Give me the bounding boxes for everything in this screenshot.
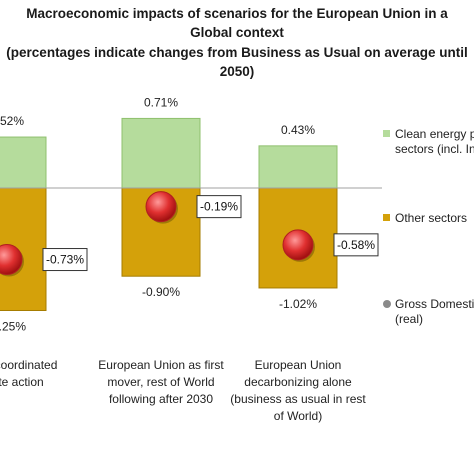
category-label: European Union [255, 358, 342, 372]
gdp-callout-label: -0.73% [46, 253, 84, 267]
chart-title-line: 2050) [220, 64, 255, 79]
legend-swatch [383, 214, 390, 221]
category-label: climate action [0, 375, 44, 389]
value-label-other-sectors: -1.25% [0, 320, 26, 334]
category-label: decarbonizing alone [244, 375, 352, 389]
legend-label: (real) [395, 312, 423, 326]
chart-title-line: (percentages indicate changes from Busin… [6, 45, 467, 60]
chart-title-line: Macroeconomic impacts of scenarios for t… [26, 6, 448, 21]
legend-label: Gross Domesti [395, 297, 474, 311]
gdp-marker [0, 244, 23, 276]
gdp-callout-box [42, 248, 88, 272]
value-labels: 0.52% -1.25% 0.71% -0.90% 0.43% -1.02% [0, 95, 317, 333]
chart-title: Macroeconomic impacts of scenarios for t… [6, 6, 467, 79]
category-label: of World) [274, 409, 322, 423]
value-label-other-sectors: -1.02% [279, 297, 317, 311]
category-labels: Global coordinated climate action European… [0, 358, 366, 423]
legend-label: Other sectors [395, 211, 467, 225]
gdp-callout-label: -0.58% [337, 238, 375, 252]
gdp-callout-label: -0.19% [200, 200, 238, 214]
legend-swatch [383, 130, 390, 137]
value-label-other-sectors: -0.90% [142, 285, 180, 299]
legend-swatch [383, 300, 391, 308]
gdp-markers: -0.73% -0.19% -0.58% [0, 191, 379, 277]
chart-title-line: Global context [190, 25, 284, 40]
category-label: (business as usual in rest [230, 392, 366, 406]
category-label: mover, rest of World [107, 375, 214, 389]
value-label-clean-energy: 0.43% [281, 123, 315, 137]
gdp-marker [145, 191, 177, 223]
category-label: European Union as first [98, 358, 224, 372]
bar-clean-energy [258, 145, 338, 189]
value-label-clean-energy: 0.52% [0, 114, 24, 128]
gdp-callout-box [333, 233, 379, 257]
legend-label: sectors (incl. In [395, 142, 474, 156]
legend-label: Clean energy p [395, 127, 474, 141]
category-label: Global coordinated [0, 358, 57, 372]
gdp-marker [282, 229, 314, 261]
value-label-clean-energy: 0.71% [144, 95, 178, 109]
category-label: following after 2030 [109, 392, 213, 406]
bar-clean-energy [121, 117, 201, 189]
bar-clean-energy [0, 136, 47, 189]
gdp-callout-box [196, 195, 242, 219]
